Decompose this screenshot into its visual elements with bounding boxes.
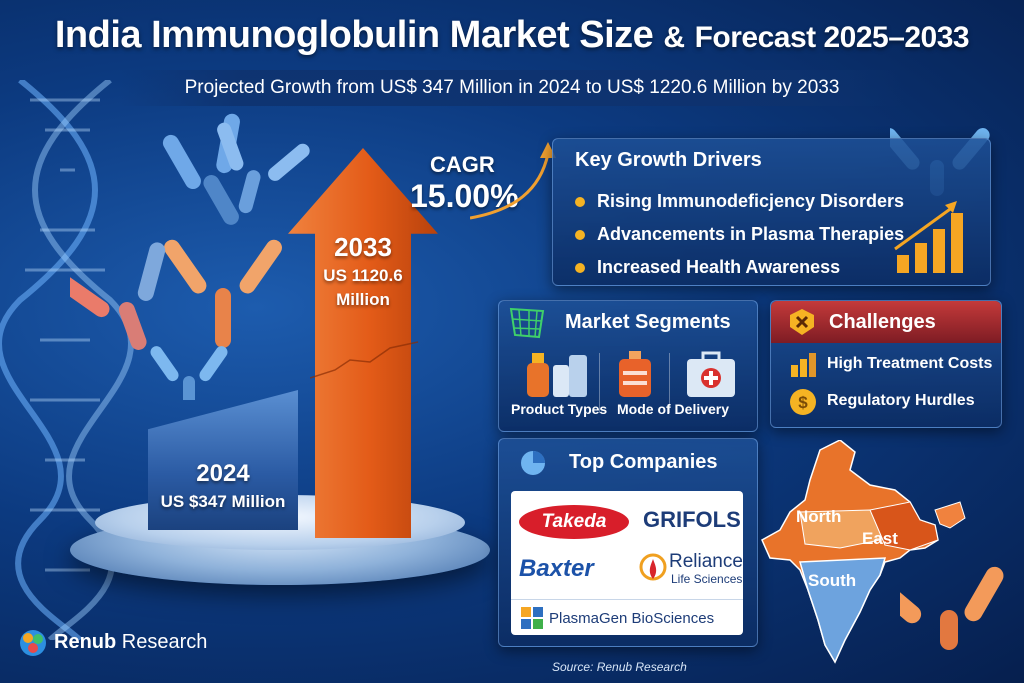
cagr-curve-arrow-icon [470, 142, 556, 220]
title-amp: & [663, 21, 685, 54]
baxter-logo: Baxter [519, 555, 594, 582]
map-label-south: South [808, 571, 856, 590]
brand-rest: Research [116, 631, 208, 653]
iv-bag-icon [619, 351, 651, 397]
warning-x-icon [790, 309, 814, 335]
map-label-east: East [862, 529, 898, 548]
renub-logo-icon [20, 630, 46, 656]
bullet-icon [575, 263, 585, 274]
grifols-logo: GRIFOLS [643, 507, 741, 532]
bullet-icon [575, 197, 585, 208]
india-region-map: North East South [761, 440, 966, 664]
growth-drivers-heading: Key Growth Drivers [575, 149, 762, 171]
challenges-heading: Challenges [829, 311, 936, 333]
top-companies-panel: Top Companies Takeda GRIFOLS Baxter Reli… [498, 438, 758, 647]
growth-drivers-panel: Key Growth Drivers Rising Immunodeficjen… [552, 138, 991, 286]
segment-divider [599, 353, 600, 413]
bar-growth-icon [894, 201, 963, 273]
bullet-icon [575, 230, 585, 241]
market-segments-panel: Market Segments Product Types Mode of De… [498, 300, 758, 432]
takeda-logo: Takeda [519, 505, 629, 539]
plasmagen-logo-icon [521, 607, 543, 629]
challenges-panel: Challenges High Treatment Costs $ Regula… [770, 300, 1002, 428]
reliance-logo: Reliance [669, 551, 743, 572]
arrow-crack-decoration [310, 341, 419, 379]
product-bottles-icon [527, 353, 587, 397]
arrow-2033-label: 2033 US 1120.6 Million [288, 232, 438, 311]
market-segments-heading: Market Segments [565, 311, 731, 333]
reliance-sub: Life Sciences [671, 572, 743, 586]
globe-grid-icon [509, 307, 545, 339]
dna-helix-decoration [0, 80, 134, 640]
medical-kit-icon [687, 351, 735, 397]
growth-drivers-list: Rising Immunodeficjency Disorders Advanc… [575, 185, 904, 284]
company-logos-box: Takeda GRIFOLS Baxter Reliance Life Scie… [511, 491, 743, 635]
arrow-2033-year: 2033 [334, 232, 392, 262]
reliance-flame-icon [639, 553, 667, 581]
segment-mode-of-delivery: Mode of Delivery [617, 401, 730, 417]
map-label-north: North [796, 507, 841, 526]
arrow-2033-value-2: Million [336, 290, 390, 309]
brand-bold: Renub [54, 631, 117, 653]
title-forecast: Forecast 2025–2033 [694, 21, 970, 54]
segment-divider [669, 353, 670, 413]
challenge-regulatory-hurdles: Regulatory Hurdles [827, 392, 975, 409]
svg-text:$: $ [798, 393, 808, 412]
top-companies-heading: Top Companies [569, 451, 718, 473]
antibody-molecules-decoration [70, 113, 310, 400]
segment-product-types: Product Types [511, 401, 608, 417]
list-item: Rising Immunodeficjency Disorders [575, 185, 904, 218]
page-title: India Immunoglobulin Market Size & Forec… [0, 14, 1024, 57]
bar-2024-value: US $347 Million [160, 492, 286, 511]
cagr-label: CAGR [430, 152, 495, 177]
arrow-2033-value-1: US 1120.6 [323, 266, 403, 285]
bar-2024-year: 2024 [196, 460, 250, 487]
logo-divider [511, 599, 743, 600]
brand-name: Renub Research [54, 631, 207, 654]
list-item: Increased Health Awareness [575, 251, 904, 284]
title-main: India Immunoglobulin Market Size [54, 14, 654, 56]
cost-chart-icon [791, 353, 816, 377]
source-note: Source: Renub Research [552, 660, 687, 674]
bar-2024-label: 2024 US $347 Million [148, 460, 298, 512]
cagr-callout: CAGR 15.00% [410, 152, 519, 215]
challenge-high-treatment-costs: High Treatment Costs [827, 355, 993, 372]
pie-chart-icon [521, 451, 545, 475]
subtitle: Projected Growth from US$ 347 Million in… [120, 70, 904, 106]
antibody-bottom-right-decoration [900, 566, 1004, 650]
dollar-coin-icon: $ [790, 389, 816, 415]
plasmagen-logo: PlasmaGen BioSciences [549, 610, 715, 627]
list-item: Advancements in Plasma Therapies [575, 218, 904, 251]
